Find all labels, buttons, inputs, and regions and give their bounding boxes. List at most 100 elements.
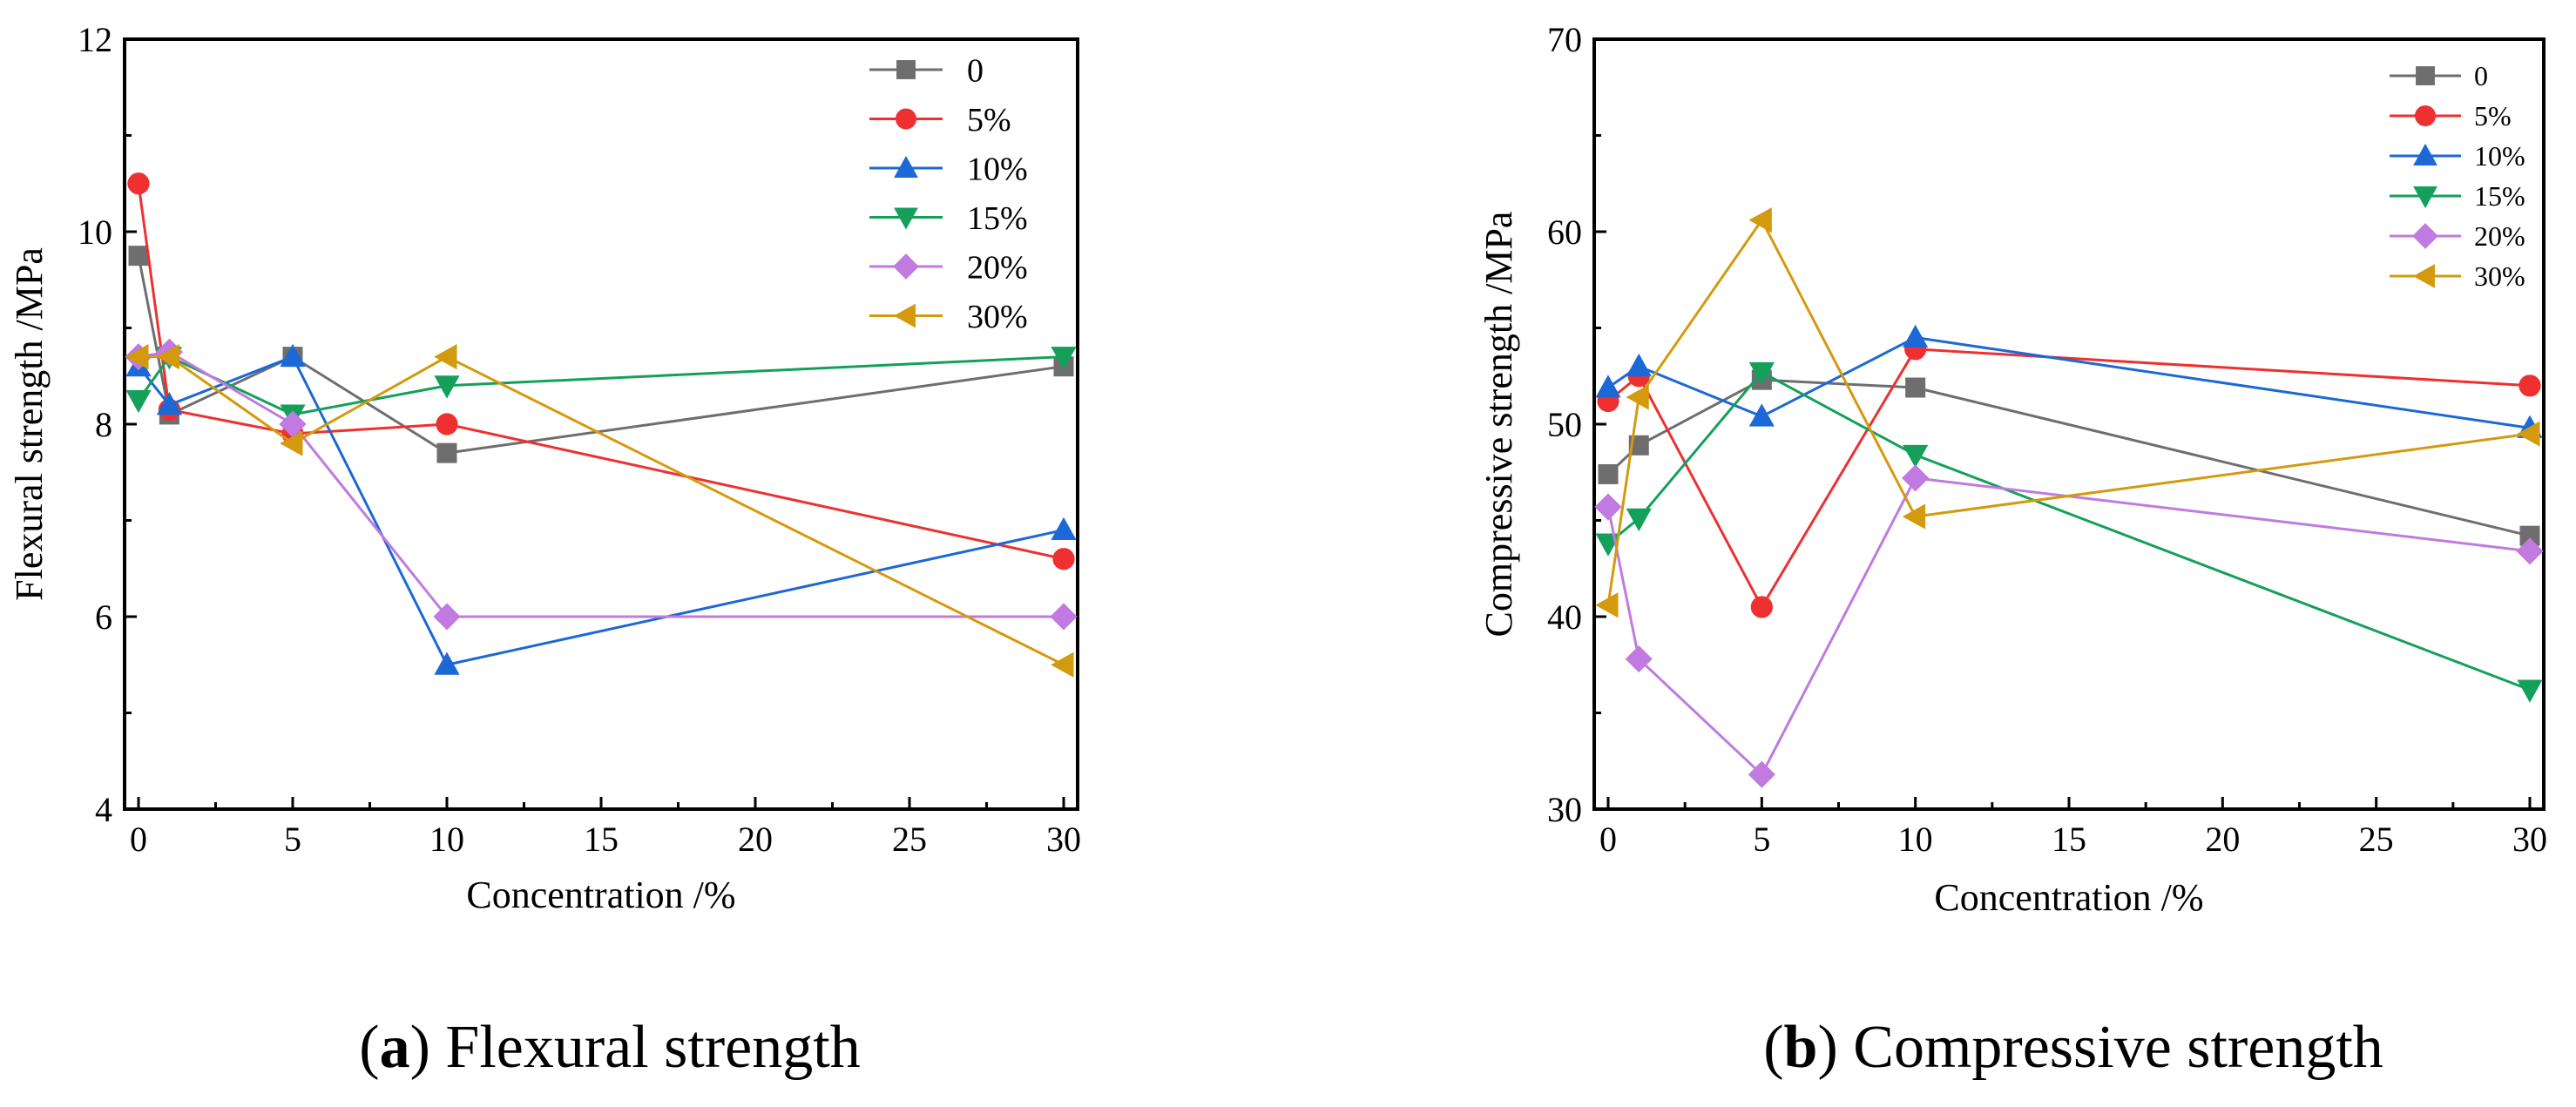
data-point-a-1-4 (1052, 548, 1075, 570)
series-b-3 (1595, 361, 2543, 703)
data-point-b-4-4 (2516, 537, 2544, 565)
data-point-b-5-2 (1748, 207, 1772, 233)
series-a-3 (125, 347, 1077, 428)
data-point-a-5-1 (156, 344, 179, 370)
data-point-a-0-0 (128, 246, 149, 267)
legend-marker-a-2 (894, 155, 918, 178)
x-axis-label-a: Concentration /% (466, 874, 735, 916)
data-point-b-3-3 (1903, 444, 1929, 469)
y-tick-label-b: 70 (1547, 20, 1582, 59)
data-point-b-1-2 (1750, 596, 1773, 618)
data-point-a-3-0 (125, 389, 152, 414)
x-tick-label-b: 0 (1599, 820, 1617, 859)
legend-label-b-0: 0 (2474, 60, 2488, 91)
series-line-b-3 (1607, 370, 2531, 692)
data-point-b-2-3 (1903, 324, 1929, 348)
data-point-a-4-3 (433, 603, 461, 631)
data-point-a-4-4 (1050, 603, 1078, 631)
x-tick-label-a: 0 (130, 820, 147, 859)
legend-a: 0 5% 10% 15% 20% 30% (869, 52, 1028, 335)
caption-b: (b) Compressive strength (1763, 1014, 2383, 1081)
data-point-b-0-0 (1598, 463, 1619, 484)
series-a-5 (125, 344, 1074, 678)
y-tick-label-a: 6 (95, 597, 112, 637)
caption-open-b: ( (1763, 1014, 1783, 1081)
data-point-b-5-1 (1626, 384, 1649, 410)
x-tick-label-a: 25 (892, 820, 927, 859)
series-b-4 (1594, 464, 2544, 788)
series-line-a-4 (138, 350, 1064, 618)
y-tick-label-a: 4 (95, 790, 112, 829)
y-tick-label-b: 50 (1547, 405, 1582, 444)
data-point-b-0-3 (1905, 377, 1926, 398)
legend-label-a-2: 10% (967, 151, 1028, 187)
data-point-a-0-3 (436, 442, 457, 463)
legend-label-a-0: 0 (967, 52, 984, 89)
data-point-a-1-3 (436, 413, 458, 435)
series-a-1 (127, 172, 1075, 570)
data-point-b-4-1 (1625, 645, 1653, 673)
data-point-b-3-4 (2517, 679, 2543, 703)
legend-b: 0 5% 10% 15% 20% 30% (2390, 60, 2525, 292)
series-b-5 (1595, 207, 2540, 618)
caption-text-a: Flexural strength (430, 1014, 861, 1081)
y-tick-label-a: 8 (95, 405, 112, 444)
legend-marker-b-1 (2415, 105, 2436, 126)
caption-close-b: ) (1817, 1014, 1837, 1081)
data-point-a-3-4 (1051, 347, 1077, 370)
legend-label-b-3: 15% (2474, 180, 2525, 212)
legend-marker-a-5 (893, 303, 916, 328)
x-tick-label-a: 5 (284, 820, 301, 859)
caption-text-b: Compressive strength (1838, 1014, 2383, 1081)
data-point-a-5-3 (434, 344, 457, 370)
legend-marker-b-3 (2413, 186, 2437, 209)
data-point-b-1-4 (2519, 375, 2541, 397)
series-b-2 (1595, 324, 2543, 438)
legend-label-b-5: 30% (2474, 260, 2525, 292)
chart-b: 0 5 10 15 20 25 30 30 40 50 60 70 Concentration /% Co… (1477, 20, 2547, 1081)
data-point-b-5-0 (1595, 592, 1619, 618)
legend-label-a-1: 5% (967, 102, 1011, 138)
legend-marker-a-3 (894, 207, 918, 230)
data-point-a-2-2 (280, 343, 306, 368)
x-tick-label-b: 5 (1753, 820, 1770, 859)
series-line-b-5 (1606, 217, 2531, 605)
data-point-a-5-2 (280, 430, 303, 456)
data-point-b-3-1 (1626, 508, 1652, 532)
caption-a: (a) Flexural strength (359, 1014, 860, 1081)
y-tick-label-b: 30 (1547, 790, 1582, 829)
data-point-b-4-2 (1748, 760, 1775, 788)
legend-marker-b-2 (2413, 143, 2437, 165)
series-line-a-1 (137, 183, 1065, 561)
series-line-b-4 (1606, 476, 2531, 777)
data-point-b-2-1 (1626, 353, 1652, 377)
y-tick-label-b: 40 (1547, 597, 1582, 637)
legend-marker-a-1 (896, 108, 916, 130)
data-point-a-2-4 (1051, 516, 1077, 541)
x-tick-label-a: 20 (738, 820, 773, 859)
data-point-b-0-1 (1628, 435, 1649, 456)
legend-label-b-1: 5% (2474, 100, 2512, 132)
legend-label-b-4: 20% (2474, 220, 2525, 252)
series-line-b-2 (1607, 335, 2531, 429)
legend-label-b-2: 10% (2474, 140, 2525, 172)
data-point-a-2-1 (156, 392, 182, 415)
x-tick-label-b: 10 (1898, 820, 1933, 859)
series-a-2 (125, 343, 1077, 675)
y-tick-label-a: 12 (78, 20, 112, 59)
legend-label-a-4: 20% (967, 249, 1028, 286)
series-line-a-0 (137, 255, 1065, 455)
legend-label-a-5: 30% (967, 299, 1028, 335)
caption-open-a: ( (359, 1014, 379, 1081)
caption-letter-b: b (1784, 1014, 1818, 1081)
x-tick-label-b: 30 (2512, 820, 2547, 859)
legend-marker-b-0 (2416, 66, 2435, 85)
legend-marker-a-4 (893, 253, 919, 280)
series-line-a-5 (139, 354, 1065, 666)
data-point-b-4-0 (1594, 493, 1622, 521)
chart-a: 0 5 10 15 20 25 30 4 6 8 10 12 Concentration /% Flexu… (8, 20, 1081, 1081)
data-point-b-4-3 (1902, 464, 1930, 492)
data-point-b-5-4 (2517, 421, 2540, 447)
